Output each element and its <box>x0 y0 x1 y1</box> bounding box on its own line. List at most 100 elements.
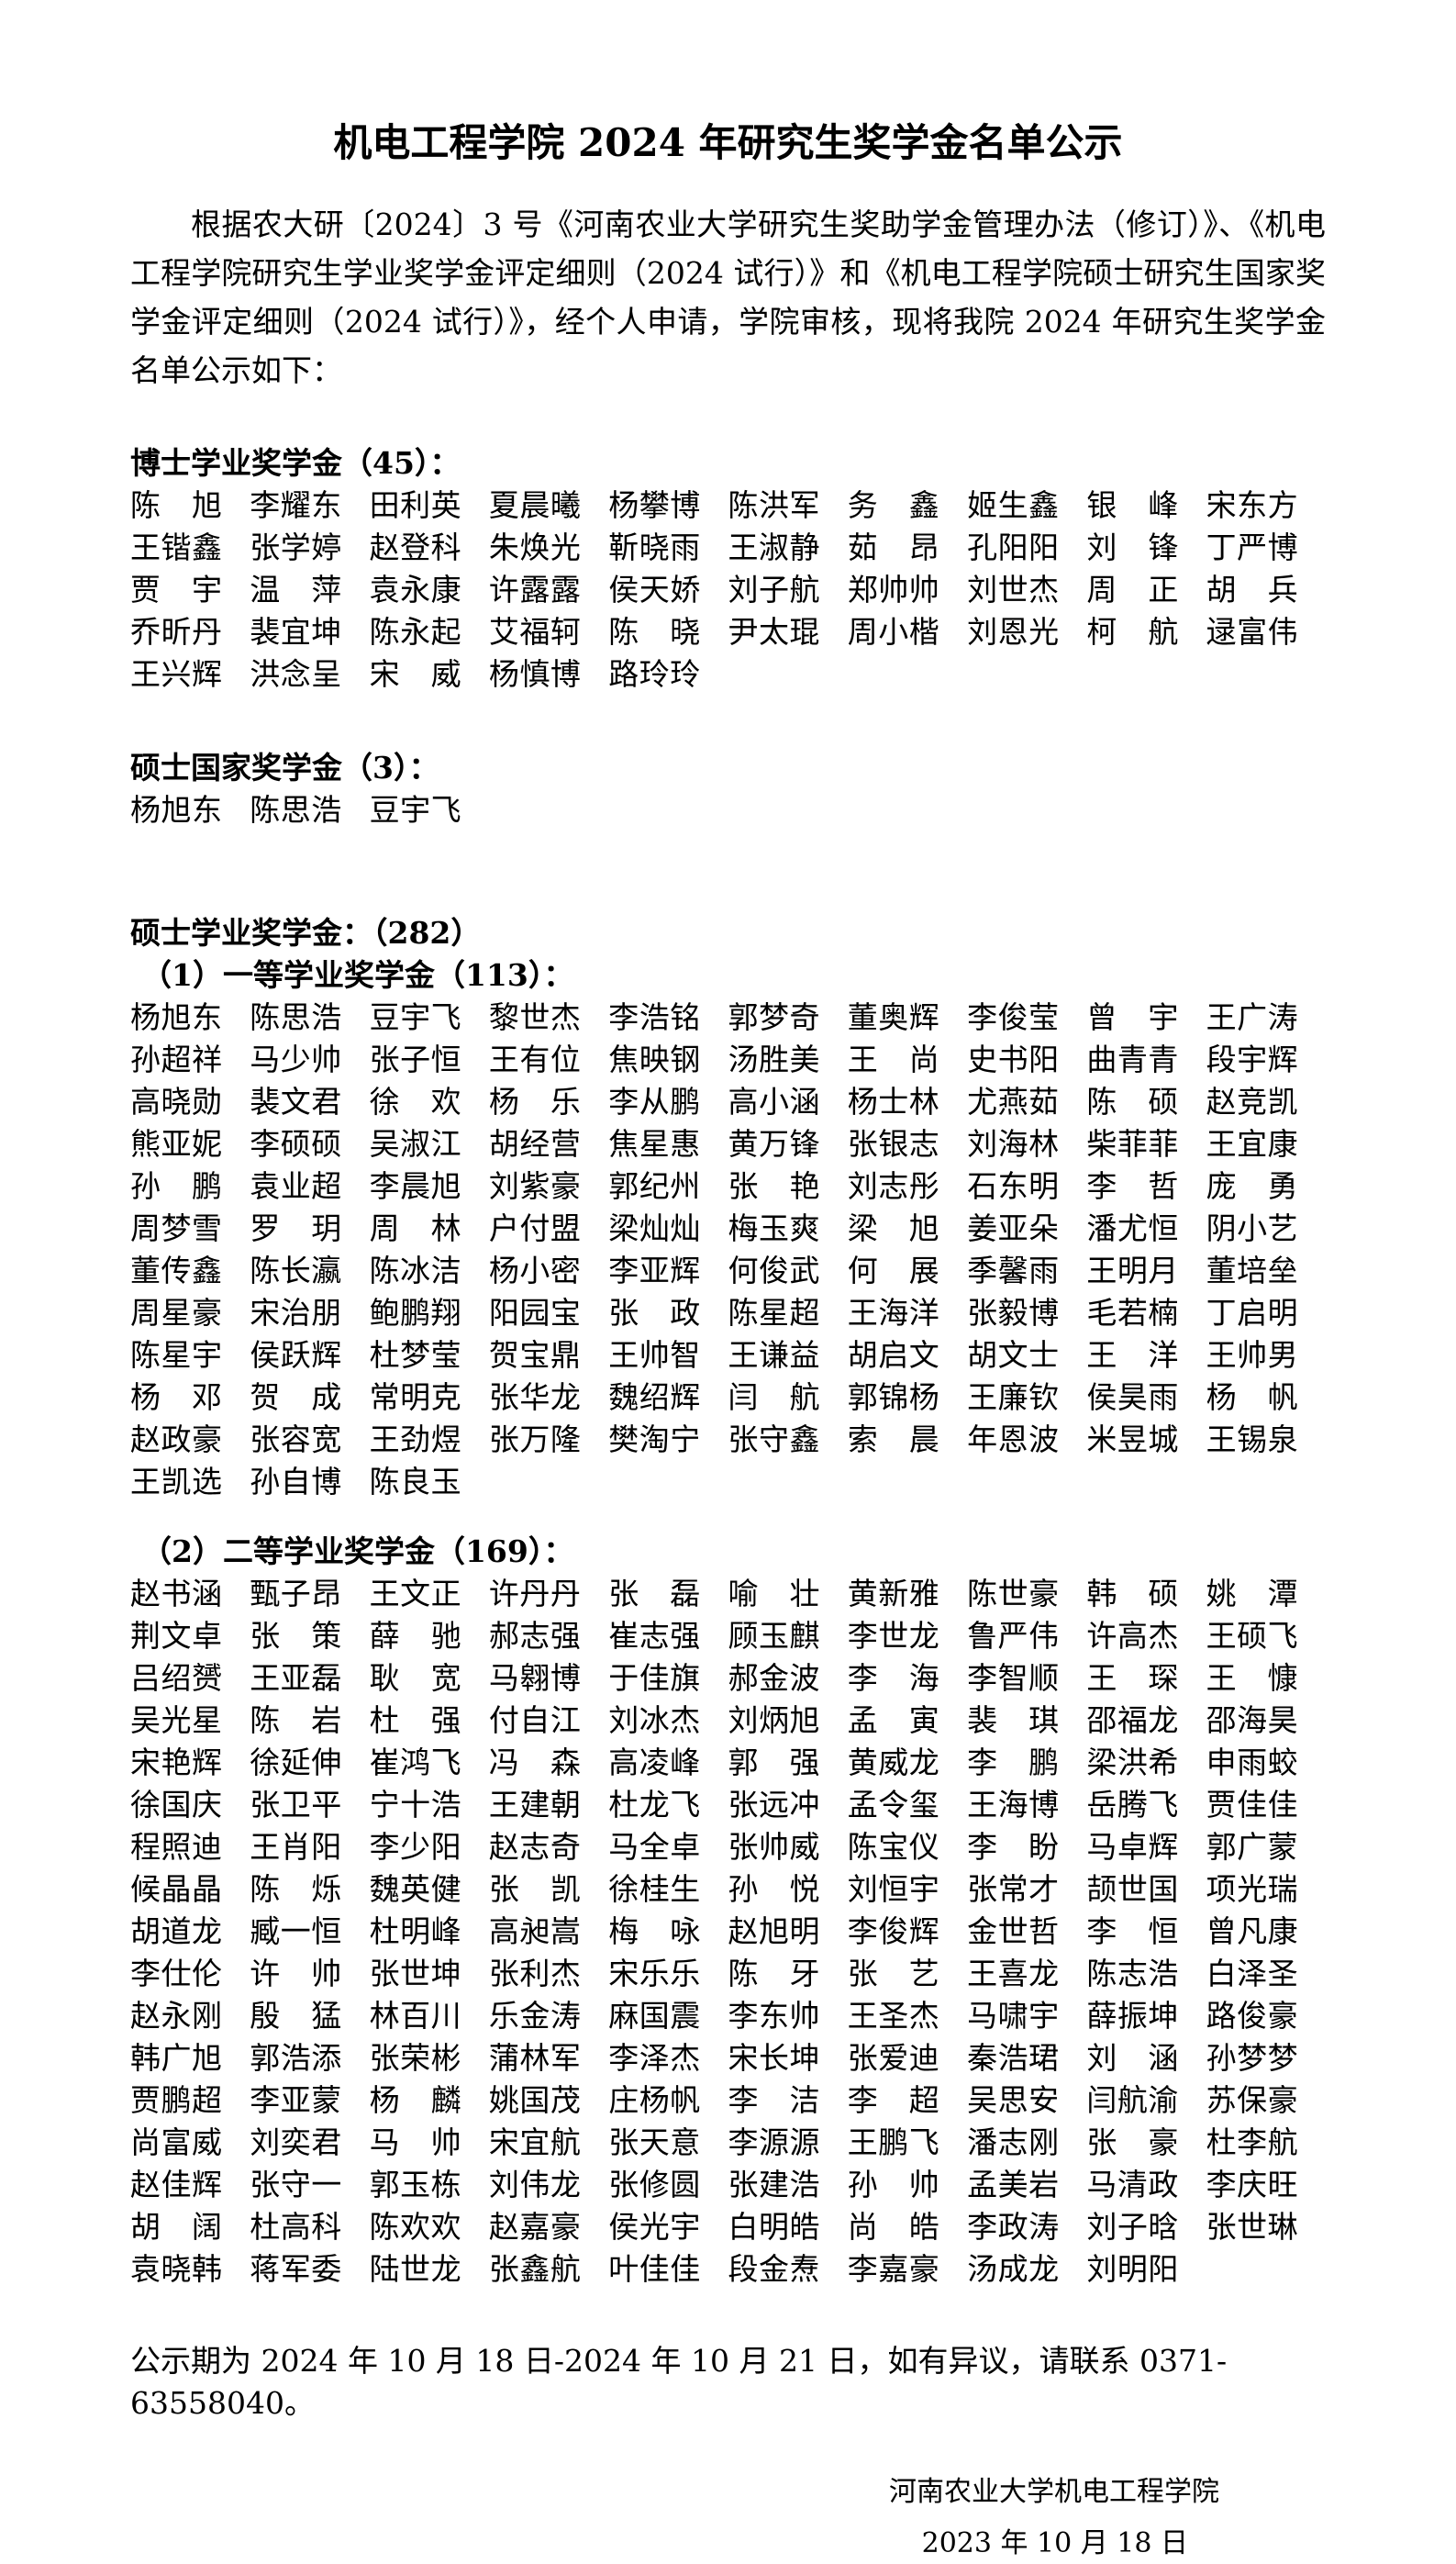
name-item: 杜李航 <box>1206 2124 1298 2160</box>
name-item: 冯森 <box>488 1745 581 1780</box>
name-item: 史书阳 <box>967 1042 1060 1077</box>
name-item: 宋治朋 <box>250 1295 342 1331</box>
name-cell: 宋治朋 <box>250 1292 369 1334</box>
name-item: 李硕硕 <box>250 1126 342 1162</box>
name-item: 刘紫豪 <box>488 1168 581 1204</box>
name-cell: 王硕飞 <box>1206 1615 1326 1657</box>
subsection: （1）一等学业奖学金（113）： 杨旭东 陈思浩 豆宇飞 黎世杰 李浩铭 郭梦奇 董奥辉 李俊莹… <box>130 954 1326 1503</box>
name-item: 董奥辉 <box>847 999 939 1035</box>
name-item: 王慷 <box>1206 1660 1298 1696</box>
name-item: 柴菲菲 <box>1086 1126 1179 1162</box>
name-cell: 高昶嵩 <box>489 1911 608 1953</box>
name-item: 赵政豪 <box>130 1421 222 1457</box>
name-item: 刘志彤 <box>847 1168 939 1204</box>
name-item: 郭浩添 <box>250 2040 342 2076</box>
name-cell: 黄威龙 <box>848 1742 967 1784</box>
name-cell: 陈良玉 <box>370 1461 489 1503</box>
name-cell: 李海 <box>848 1657 967 1700</box>
name-item: 刘恒宇 <box>847 1871 939 1907</box>
name-item: 潘尤恒 <box>1086 1210 1179 1246</box>
name-item: 刘冰杰 <box>608 1702 701 1738</box>
name-item: 赵书涵 <box>130 1576 222 1611</box>
name-cell: 张政 <box>608 1292 728 1334</box>
name-item: 徐延伸 <box>250 1745 342 1780</box>
name-item: 孟令玺 <box>847 1787 939 1823</box>
name-cell: 陈硕 <box>1086 1081 1206 1123</box>
name-item: 李盼 <box>967 1829 1060 1865</box>
name-cell: 徐延伸 <box>250 1742 369 1784</box>
name-item: 熊亚妮 <box>130 1126 222 1162</box>
name-cell: 陈思浩 <box>250 997 369 1039</box>
name-cell: 李晨旭 <box>370 1165 489 1208</box>
name-cell: 夏晨曦 <box>489 485 608 527</box>
name-cell: 白明皓 <box>728 2206 847 2248</box>
name-cell: 王锡泉 <box>1206 1419 1326 1461</box>
name-item: 裴宜坤 <box>250 614 342 650</box>
name-item: 贺宝鼎 <box>488 1337 581 1373</box>
name-cell: 孙帅 <box>848 2164 967 2206</box>
name-cell: 赵志奇 <box>489 1826 608 1868</box>
name-item: 阳园宝 <box>488 1295 581 1331</box>
name-item: 张凯 <box>488 1871 581 1907</box>
name-item: 常明克 <box>369 1379 461 1415</box>
signature-date: 2023 年 10 月 18 日 <box>921 2527 1188 2559</box>
name-item: 张爱迪 <box>847 2040 939 2076</box>
name-cell: 张常才 <box>967 1868 1086 1911</box>
name-item: 殷猛 <box>250 1998 342 2034</box>
name-item: 张艺 <box>847 1956 939 1991</box>
name-cell: 柯航 <box>1086 611 1206 653</box>
name-cell: 喻壮 <box>728 1573 847 1615</box>
name-cell: 于佳旗 <box>608 1657 728 1700</box>
name-cell: 李世龙 <box>848 1615 967 1657</box>
name-cell: 胡道龙 <box>130 1911 250 1953</box>
name-item: 麻国震 <box>608 1998 701 2034</box>
name-cell: 许高杰 <box>1086 1615 1206 1657</box>
name-item: 赵旭明 <box>728 1913 820 1949</box>
name-cell: 张修圆 <box>608 2164 728 2206</box>
name-cell: 刘紫豪 <box>489 1165 608 1208</box>
name-cell: 王明月 <box>1086 1250 1206 1292</box>
name-cell: 刘伟龙 <box>489 2164 608 2206</box>
name-cell: 曾宇 <box>1086 997 1206 1039</box>
name-cell: 张学婷 <box>250 527 369 569</box>
name-cell: 韩广旭 <box>130 2037 250 2079</box>
name-item: 高小涵 <box>728 1084 820 1120</box>
name-item: 陈星宇 <box>130 1337 222 1373</box>
name-cell: 闫航渝 <box>1086 2079 1206 2122</box>
name-item: 李俊莹 <box>967 999 1060 1035</box>
name-cell: 荆文卓 <box>130 1615 250 1657</box>
name-cell: 王喜龙 <box>967 1953 1086 1995</box>
name-cell: 张策 <box>250 1615 369 1657</box>
name-item: 宋宜航 <box>488 2124 581 2160</box>
section-doctoral: 博士学业奖学金（45）： 陈旭 李耀东 田利英 夏晨曦 杨攀博 陈洪军 务鑫 姬生鑫 银峰 宋东方王… <box>130 442 1326 696</box>
name-cell: 王亚磊 <box>250 1657 369 1700</box>
name-cell: 常明克 <box>370 1377 489 1419</box>
name-cell: 胡文士 <box>967 1334 1086 1377</box>
name-cell: 赵书涵 <box>130 1573 250 1615</box>
page-title: 机电工程学院 2024 年研究生奖学金名单公示 <box>333 120 1123 165</box>
name-cell: 熊亚妮 <box>130 1123 250 1165</box>
name-item: 李智顺 <box>967 1660 1060 1696</box>
name-item: 柯航 <box>1086 614 1179 650</box>
name-cell: 王劲煜 <box>370 1419 489 1461</box>
name-item: 杨麟 <box>369 2082 461 2118</box>
name-cell: 王海博 <box>967 1784 1086 1826</box>
name-cell: 乔昕丹 <box>130 611 250 653</box>
name-item: 尚皓 <box>847 2209 939 2245</box>
name-item: 杜龙飞 <box>608 1787 701 1823</box>
name-item: 陈牙 <box>728 1956 820 1991</box>
name-cell: 张利杰 <box>489 1953 608 1995</box>
name-item: 曲青青 <box>1086 1042 1179 1077</box>
name-cell: 段金焘 <box>728 2248 847 2291</box>
name-item: 王帅智 <box>608 1337 701 1373</box>
name-item: 耿宽 <box>369 1660 461 1696</box>
name-cell: 李源源 <box>728 2122 847 2164</box>
name-item: 汤成龙 <box>967 2251 1060 2287</box>
name-cell: 杨士林 <box>848 1081 967 1123</box>
name-cell: 路俊豪 <box>1206 1995 1326 2037</box>
name-item: 陈冰洁 <box>369 1253 461 1288</box>
name-item: 刘炳旭 <box>728 1702 820 1738</box>
name-cell: 刘涵 <box>1086 2037 1206 2079</box>
name-cell: 贾佳佳 <box>1206 1784 1326 1826</box>
name-cell: 马卓辉 <box>1086 1826 1206 1868</box>
